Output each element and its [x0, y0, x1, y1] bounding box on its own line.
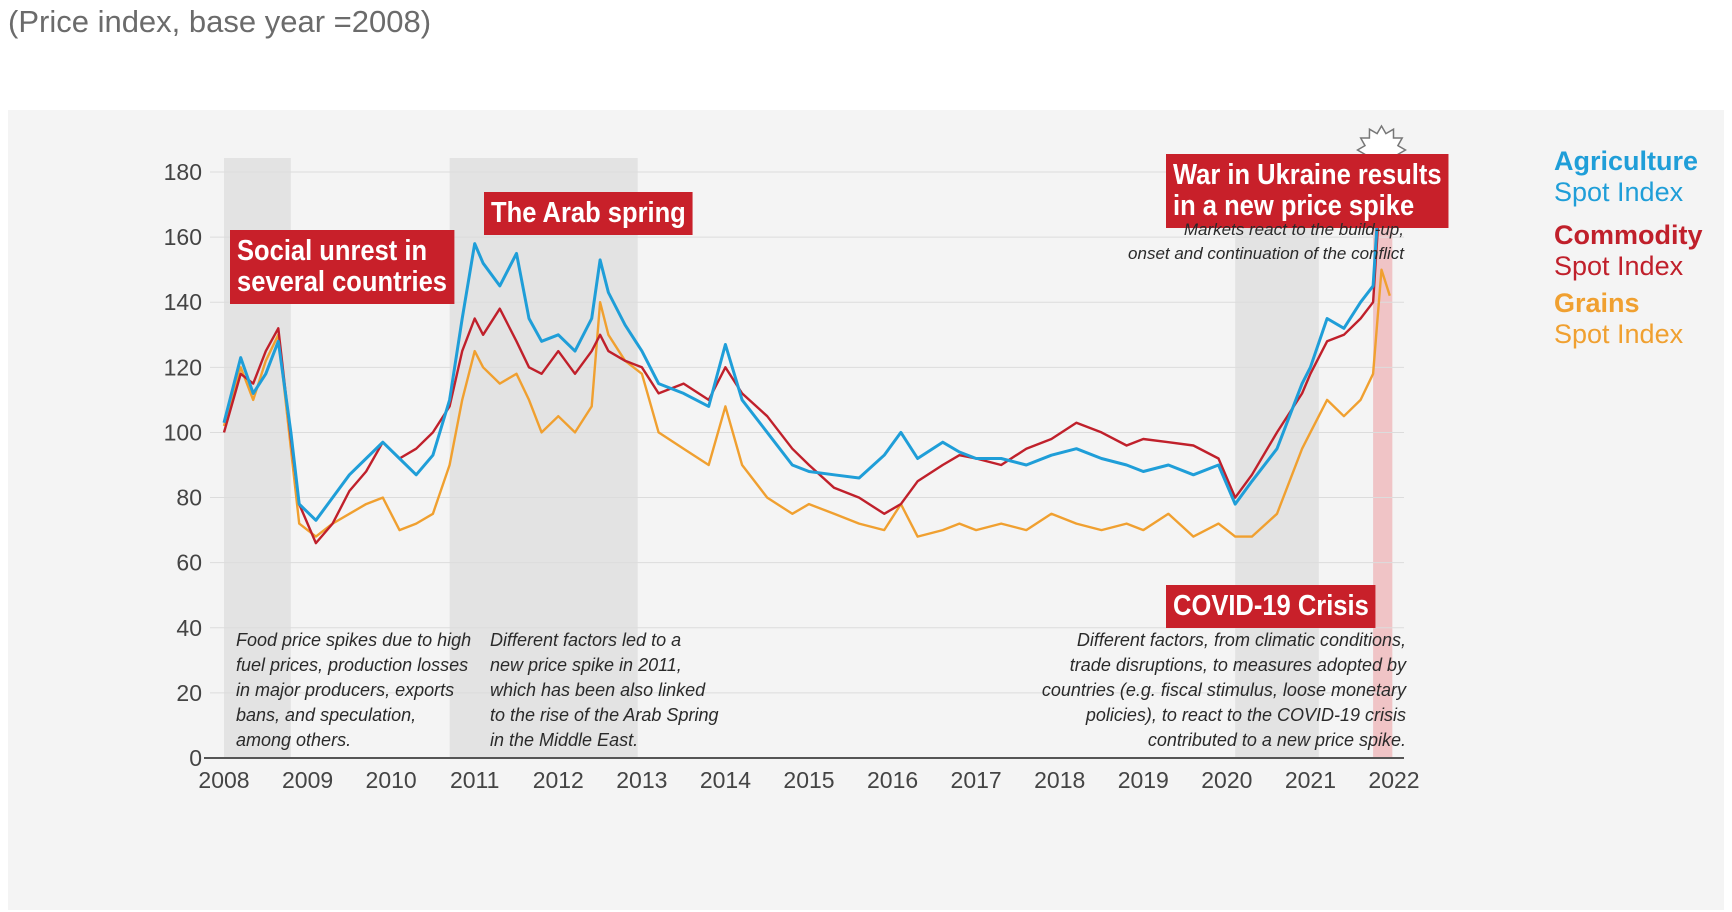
y-tick-label: 180: [164, 159, 202, 185]
legend-agriculture-sub: Spot Index: [1554, 177, 1684, 207]
agriculture-line: [222, 154, 1392, 522]
y-tick-label: 0: [189, 745, 202, 771]
x-tick-label: 2014: [700, 767, 751, 793]
food-price-note: Food price spikes due to high fuel price…: [236, 630, 472, 750]
arab-spring-note: Different factors led to a new price spi…: [490, 630, 719, 750]
x-tick-label: 2008: [198, 767, 249, 793]
social-unrest-label: Social unrest in several countries: [230, 230, 455, 304]
legend-commodity: Commodity Spot Index: [1554, 220, 1703, 282]
legend-grains-name: Grains: [1554, 288, 1640, 318]
covid-crisis-label: COVID-19 Crisis: [1166, 585, 1376, 628]
x-tick-label: 2009: [282, 767, 333, 793]
war-markets-note: Markets react to the build-up, onset and…: [1128, 220, 1404, 263]
legend-grains: Grains Spot Index: [1554, 288, 1683, 350]
shaded-period-3: [1235, 158, 1319, 758]
y-tick-label: 40: [176, 615, 202, 641]
legend-commodity-name: Commodity: [1554, 220, 1703, 250]
line-chart: 0 20 40 60 80 100 120 140 160 180 2008 2009 2010 2011…: [164, 124, 1420, 793]
legend-commodity-sub: Spot Index: [1554, 251, 1684, 281]
y-tick-label: 20: [176, 680, 202, 706]
chart-subtitle: (Price index, base year =2008): [8, 4, 432, 39]
y-tick-label: 60: [176, 550, 202, 576]
y-tick-label: 100: [164, 419, 202, 445]
x-tick-label: 2021: [1285, 767, 1336, 793]
legend-agriculture: Agriculture Spot Index: [1554, 146, 1698, 208]
x-tick-label: 2020: [1201, 767, 1252, 793]
x-tick-label: 2010: [366, 767, 417, 793]
x-tick-label: 2013: [616, 767, 667, 793]
legend-grains-sub: Spot Index: [1554, 319, 1684, 349]
x-tick-label: 2015: [783, 767, 834, 793]
x-tick-label: 2016: [867, 767, 918, 793]
x-tick-label: 2022: [1368, 767, 1419, 793]
arab-spring-label: The Arab spring: [484, 192, 693, 235]
chart-panel: 0 20 40 60 80 100 120 140 160 180 2008 2009 2010 2011…: [8, 110, 1724, 910]
grains-line: [222, 268, 1391, 538]
y-tick-label: 80: [176, 485, 202, 511]
x-tick-label: 2017: [951, 767, 1002, 793]
covid-factors-note: Different factors, from climatic conditi…: [1041, 630, 1406, 750]
y-tick-label: 140: [164, 289, 202, 315]
x-tick-label: 2019: [1118, 767, 1169, 793]
x-tick-label: 2012: [533, 767, 584, 793]
x-tick-label: 2011: [450, 767, 499, 793]
legend-agriculture-name: Agriculture: [1554, 146, 1699, 176]
y-tick-label: 160: [164, 224, 202, 250]
x-tick-label: 2018: [1034, 767, 1085, 793]
y-tick-label: 120: [164, 354, 202, 380]
war-ukraine-label: War in Ukraine results in a new price sp…: [1166, 154, 1449, 228]
